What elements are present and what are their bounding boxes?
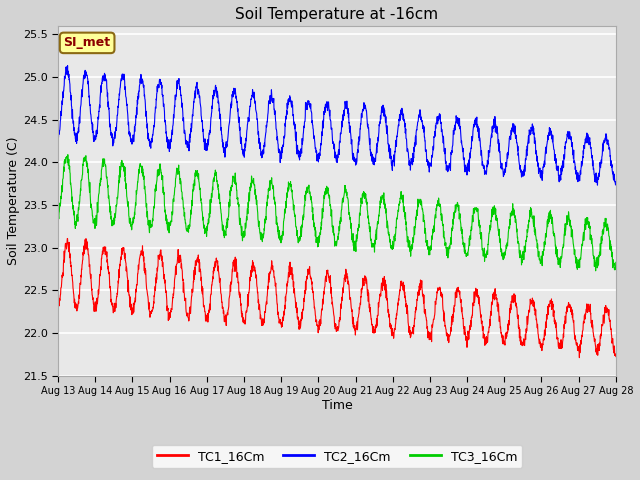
Y-axis label: Soil Temperature (C): Soil Temperature (C) — [7, 137, 20, 265]
X-axis label: Time: Time — [321, 399, 352, 412]
Legend: TC1_16Cm, TC2_16Cm, TC3_16Cm: TC1_16Cm, TC2_16Cm, TC3_16Cm — [152, 444, 522, 468]
Title: Soil Temperature at -16cm: Soil Temperature at -16cm — [236, 7, 438, 22]
Text: SI_met: SI_met — [63, 36, 111, 49]
